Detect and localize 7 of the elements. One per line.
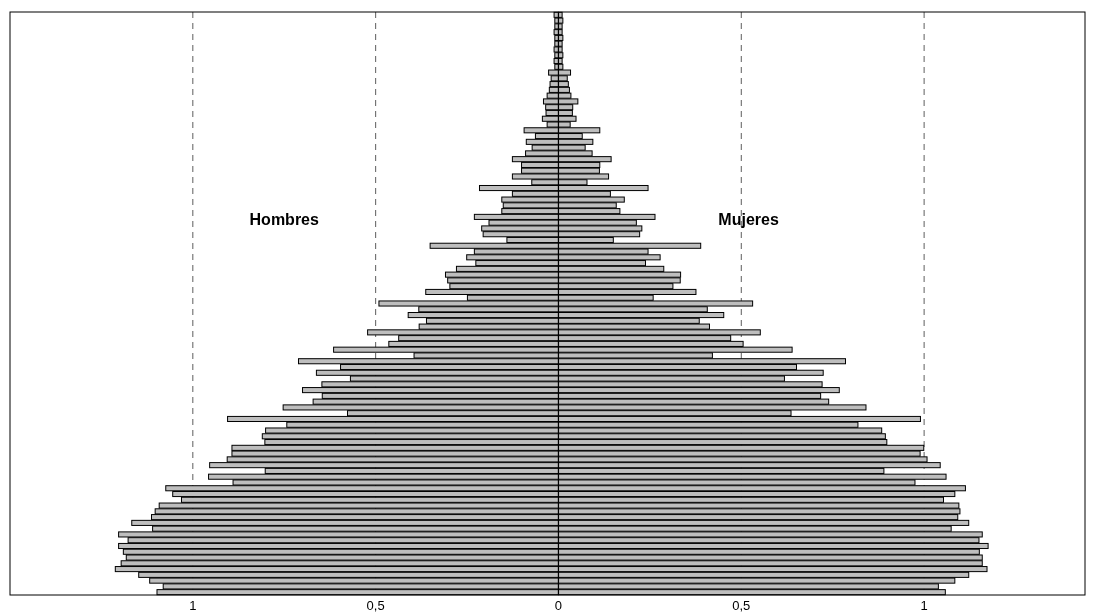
annotation: Hombres: [249, 211, 320, 229]
x-tick-label: 1: [920, 598, 928, 613]
x-tick-label: 0: [554, 598, 563, 613]
x-tick-label: 1: [189, 598, 197, 613]
annotation: Mujeres: [718, 211, 779, 229]
x-tick-label: 0,5: [366, 598, 385, 613]
x-tick-label: 0,5: [732, 598, 751, 613]
